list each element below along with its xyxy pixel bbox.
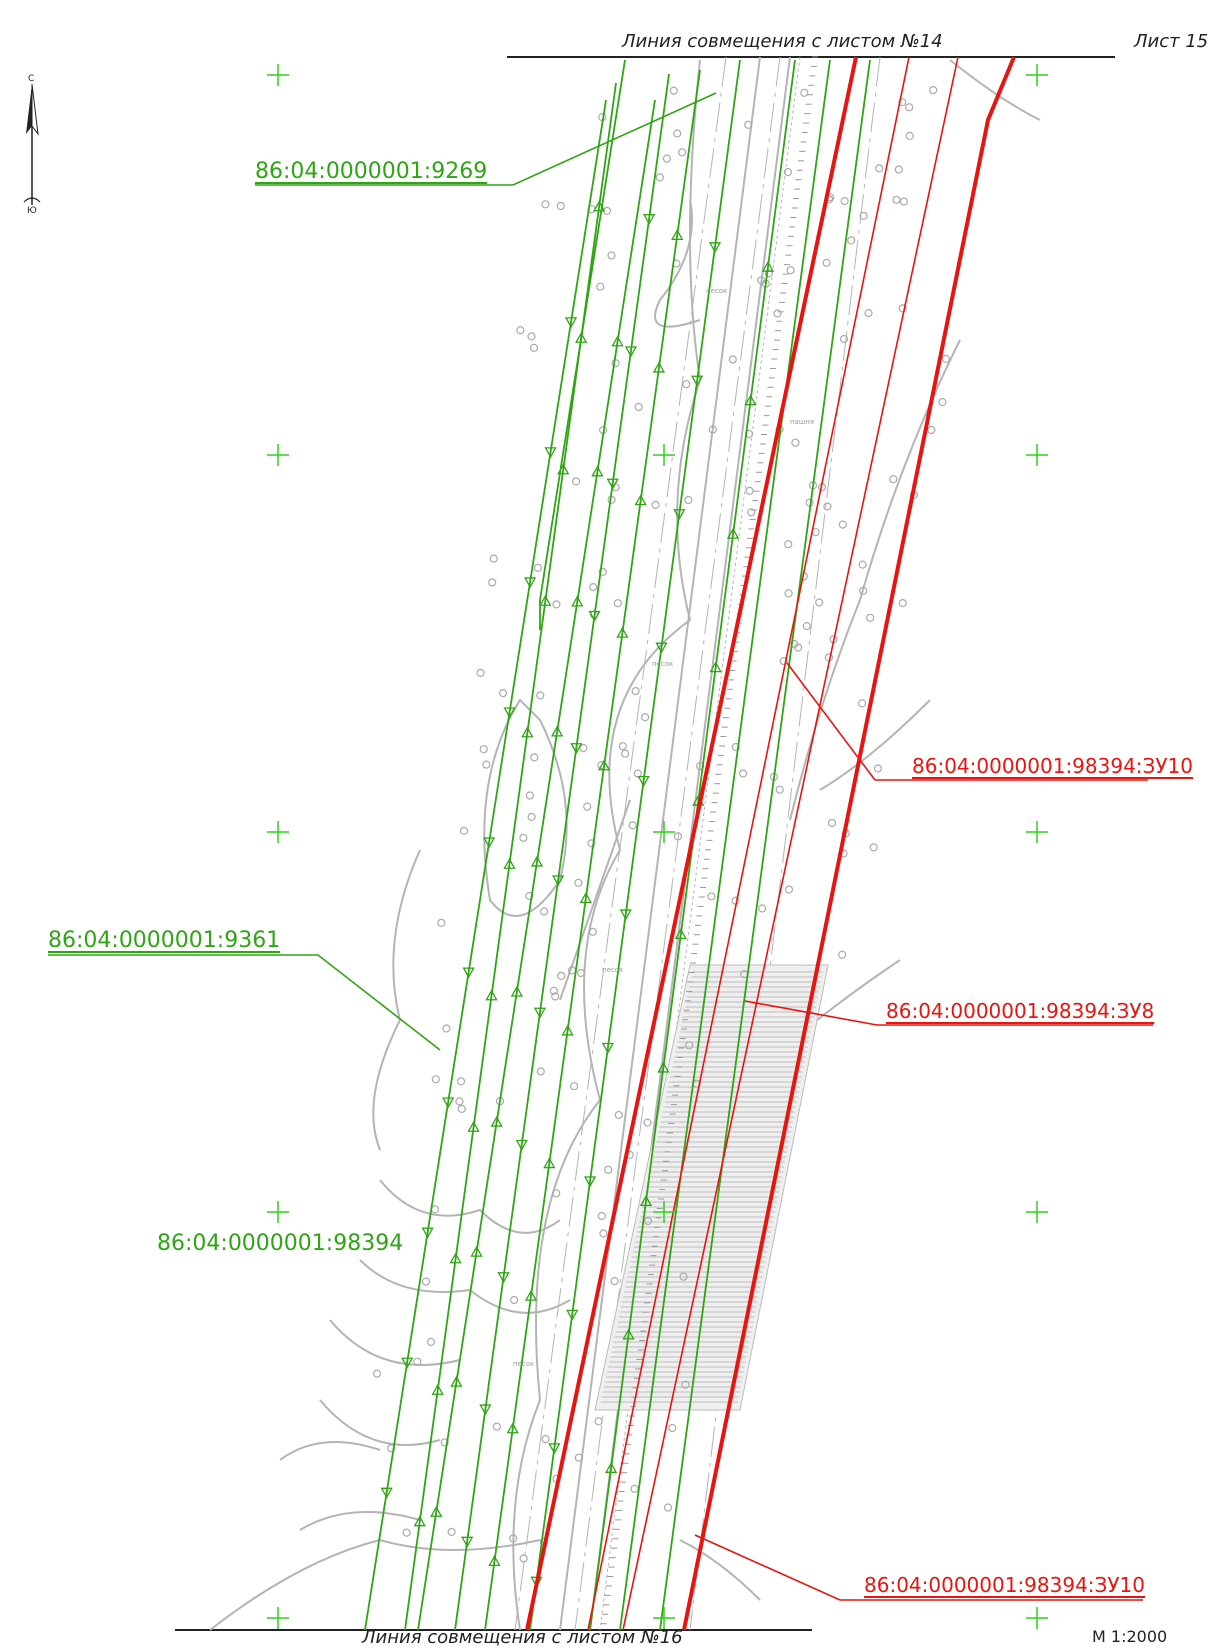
parcel-label-zu10-top: 86:04:0000001:98394:ЗУ10 — [912, 754, 1194, 778]
bottom-join-label: Линия совмещения с листом №16 — [362, 1627, 683, 1648]
terrain-sand-label-2: песок — [652, 660, 674, 668]
new-parcel-boundaries — [525, 56, 1016, 1631]
terrain-sand-label-4: песок — [513, 1360, 535, 1368]
parcel-label-9269: 86:04:0000001:9269 — [255, 159, 488, 184]
road-ticks — [600, 56, 818, 1625]
terrain-arable-label: пашня — [790, 418, 815, 426]
parcel-label-98394: 86:04:0000001:98394 — [157, 1231, 404, 1256]
boundary-arrows — [380, 200, 775, 1588]
parcel-label-9361: 86:04:0000001:9361 — [48, 928, 281, 953]
parcel-label-zu8: 86:04:0000001:98394:ЗУ8 — [886, 999, 1155, 1023]
compass-south: Ю — [27, 206, 37, 216]
arable-hatching — [594, 964, 829, 1411]
terrain-sand-label-1: песок — [706, 287, 728, 295]
top-join-label: Линия совмещения с листом №14 — [622, 31, 943, 52]
terrain-sand-label-3: песок — [602, 966, 624, 974]
grid-crosses — [267, 64, 1048, 1629]
compass-north: С — [28, 74, 35, 84]
scale-label: М 1:2000 — [1092, 1627, 1168, 1646]
sheet-number: Лист 15 — [1134, 31, 1209, 52]
leader-lines — [48, 92, 1153, 1601]
parcel-label-zu10-bottom: 86:04:0000001:98394:ЗУ10 — [864, 1573, 1146, 1597]
north-arrow-icon — [23, 83, 41, 205]
